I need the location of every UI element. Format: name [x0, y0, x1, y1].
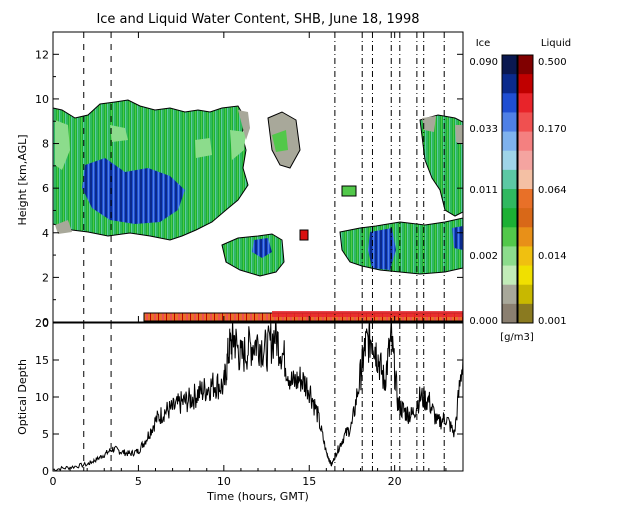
legend-ice-swatch	[502, 208, 517, 228]
legend-liquid-swatch	[518, 208, 533, 228]
legend-ice-tick-label: 0.011	[469, 185, 498, 196]
legend-liquid-swatch	[518, 93, 533, 113]
ice-cloud-late-high-edge	[422, 116, 463, 145]
heatmap-panel: 0 2 4 6 8 10 12 Height [km,AGL]	[16, 31, 464, 329]
legend-ice-swatch	[502, 74, 517, 94]
heatmap-ylabel: Height [km,AGL]	[16, 134, 29, 225]
optical-depth-y-axis: 0 5 10 15 20	[35, 317, 463, 478]
ice-cloud-late-high	[419, 114, 463, 217]
legend-ice-swatch	[502, 227, 517, 247]
legend-ice-swatch	[502, 246, 517, 267]
liquid-patch	[299, 229, 309, 241]
legend-liquid-swatch	[518, 150, 533, 171]
legend-ice-swatch	[502, 265, 517, 286]
legend-ice-tick-label: 0.002	[469, 251, 498, 262]
ice-cloud-late-core	[368, 228, 396, 270]
legend-ice-swatch	[502, 169, 517, 190]
x-tick-label: 0	[50, 475, 57, 488]
optical-depth-y-tick-label: 20	[35, 317, 49, 330]
legend-liquid-frame	[517, 54, 534, 324]
chart-title: Ice and Liquid Water Content, SHB, June …	[96, 12, 419, 27]
liquid-low-layer-dense	[272, 311, 463, 317]
legend-ice-swatch	[502, 284, 517, 305]
legend-liquid-ticks: 0.500 0.170 0.064 0.014 0.001	[538, 57, 567, 327]
optical-depth-y-tick-label: 15	[35, 354, 49, 367]
heatmap-y-tick-label: 4	[42, 227, 49, 240]
x-tick-label: 15	[302, 475, 316, 488]
optical-depth-ylabel: Optical Depth	[16, 359, 29, 435]
legend-liquid-swatch	[518, 55, 533, 75]
legend-ice-frame	[501, 54, 518, 324]
ice-speck	[341, 185, 357, 197]
legend-liquid-tick-label: 0.170	[538, 124, 567, 135]
ice-cloud-late-core-2	[452, 226, 463, 250]
heatmap-y-tick-label: 6	[42, 182, 49, 195]
legend-ice-colorbar	[502, 55, 517, 324]
legend-ice-tick-label: 0.000	[469, 316, 498, 327]
legend-liquid-tick-label: 0.014	[538, 251, 567, 262]
legend-liquid-swatch	[518, 169, 533, 190]
legend-liquid-tick-label: 0.500	[538, 57, 567, 68]
legend-ice-swatch	[502, 55, 517, 75]
optical-depth-x-axis: 0 5 10 15 20	[50, 32, 447, 488]
legend-liquid-swatch	[518, 303, 533, 324]
vertical-markers-top	[83, 32, 445, 322]
ice-cloud-mid-core	[252, 238, 272, 258]
legend-ice-swatch	[502, 112, 517, 133]
legend-liquid-swatch	[518, 112, 533, 133]
legend-liquid-swatch	[518, 131, 533, 152]
optical-depth-y-tick-label: 10	[35, 391, 49, 404]
ice-cloud-core	[82, 158, 185, 224]
legend-ice-swatch	[502, 93, 517, 113]
optical-depth-xlabel: Time (hours, GMT)	[206, 490, 309, 503]
heatmap-frame	[52, 31, 464, 323]
legend-ice-swatch	[502, 189, 517, 209]
vertical-markers-bottom	[83, 323, 445, 471]
ice-cloud-wisp-2	[272, 130, 288, 152]
legend-liquid-colorbar	[518, 55, 533, 324]
legend-ice-swatch	[502, 303, 517, 324]
ice-cloud-light	[55, 120, 246, 170]
x-tick-label: 5	[135, 475, 142, 488]
optical-depth-y-tick-label: 5	[42, 428, 49, 441]
legend-liquid-tick-label: 0.064	[538, 185, 567, 196]
legend-liquid-tick-label: 0.001	[538, 316, 567, 327]
legend-liquid-label: Liquid	[541, 38, 571, 49]
legend-ice-ticks: 0.090 0.033 0.011 0.002 0.000	[469, 57, 498, 327]
optical-depth-line	[53, 323, 463, 471]
legend-ice-swatch	[502, 150, 517, 171]
legend-ice-swatch	[502, 131, 517, 152]
x-tick-label: 20	[388, 475, 402, 488]
legend-ice-label: Ice	[476, 38, 491, 49]
heatmap-cloud-fields	[53, 99, 463, 322]
legend-liquid-swatch	[518, 227, 533, 247]
legend-liquid-swatch	[518, 74, 533, 94]
x-tick-label: 10	[217, 475, 231, 488]
legend-liquid-swatch	[518, 265, 533, 286]
legend-units: [g/m3]	[500, 332, 534, 343]
legend-ice-tick-label: 0.090	[469, 57, 498, 68]
heatmap-y-tick-label: 12	[35, 48, 49, 61]
optical-depth-y-tick-label: 0	[42, 465, 49, 478]
heatmap-y-tick-label: 8	[42, 138, 49, 151]
heatmap-y-tick-label: 10	[35, 93, 49, 106]
ice-cloud-mid	[221, 233, 285, 277]
legend-ice-tick-label: 0.033	[469, 124, 498, 135]
heatmap-y-tick-label: 2	[42, 271, 49, 284]
heatmap-y-axis: 0 2 4 6 8 10 12	[35, 31, 463, 329]
legend-liquid-swatch	[518, 284, 533, 305]
legend-liquid-swatch	[518, 189, 533, 209]
color-legend: Ice Liquid 0.090 0.033 0.011 0.002 0.000 0.5…	[469, 38, 571, 343]
legend-liquid-swatch	[518, 246, 533, 267]
heatmap-y-tick-label: 0	[42, 316, 49, 329]
